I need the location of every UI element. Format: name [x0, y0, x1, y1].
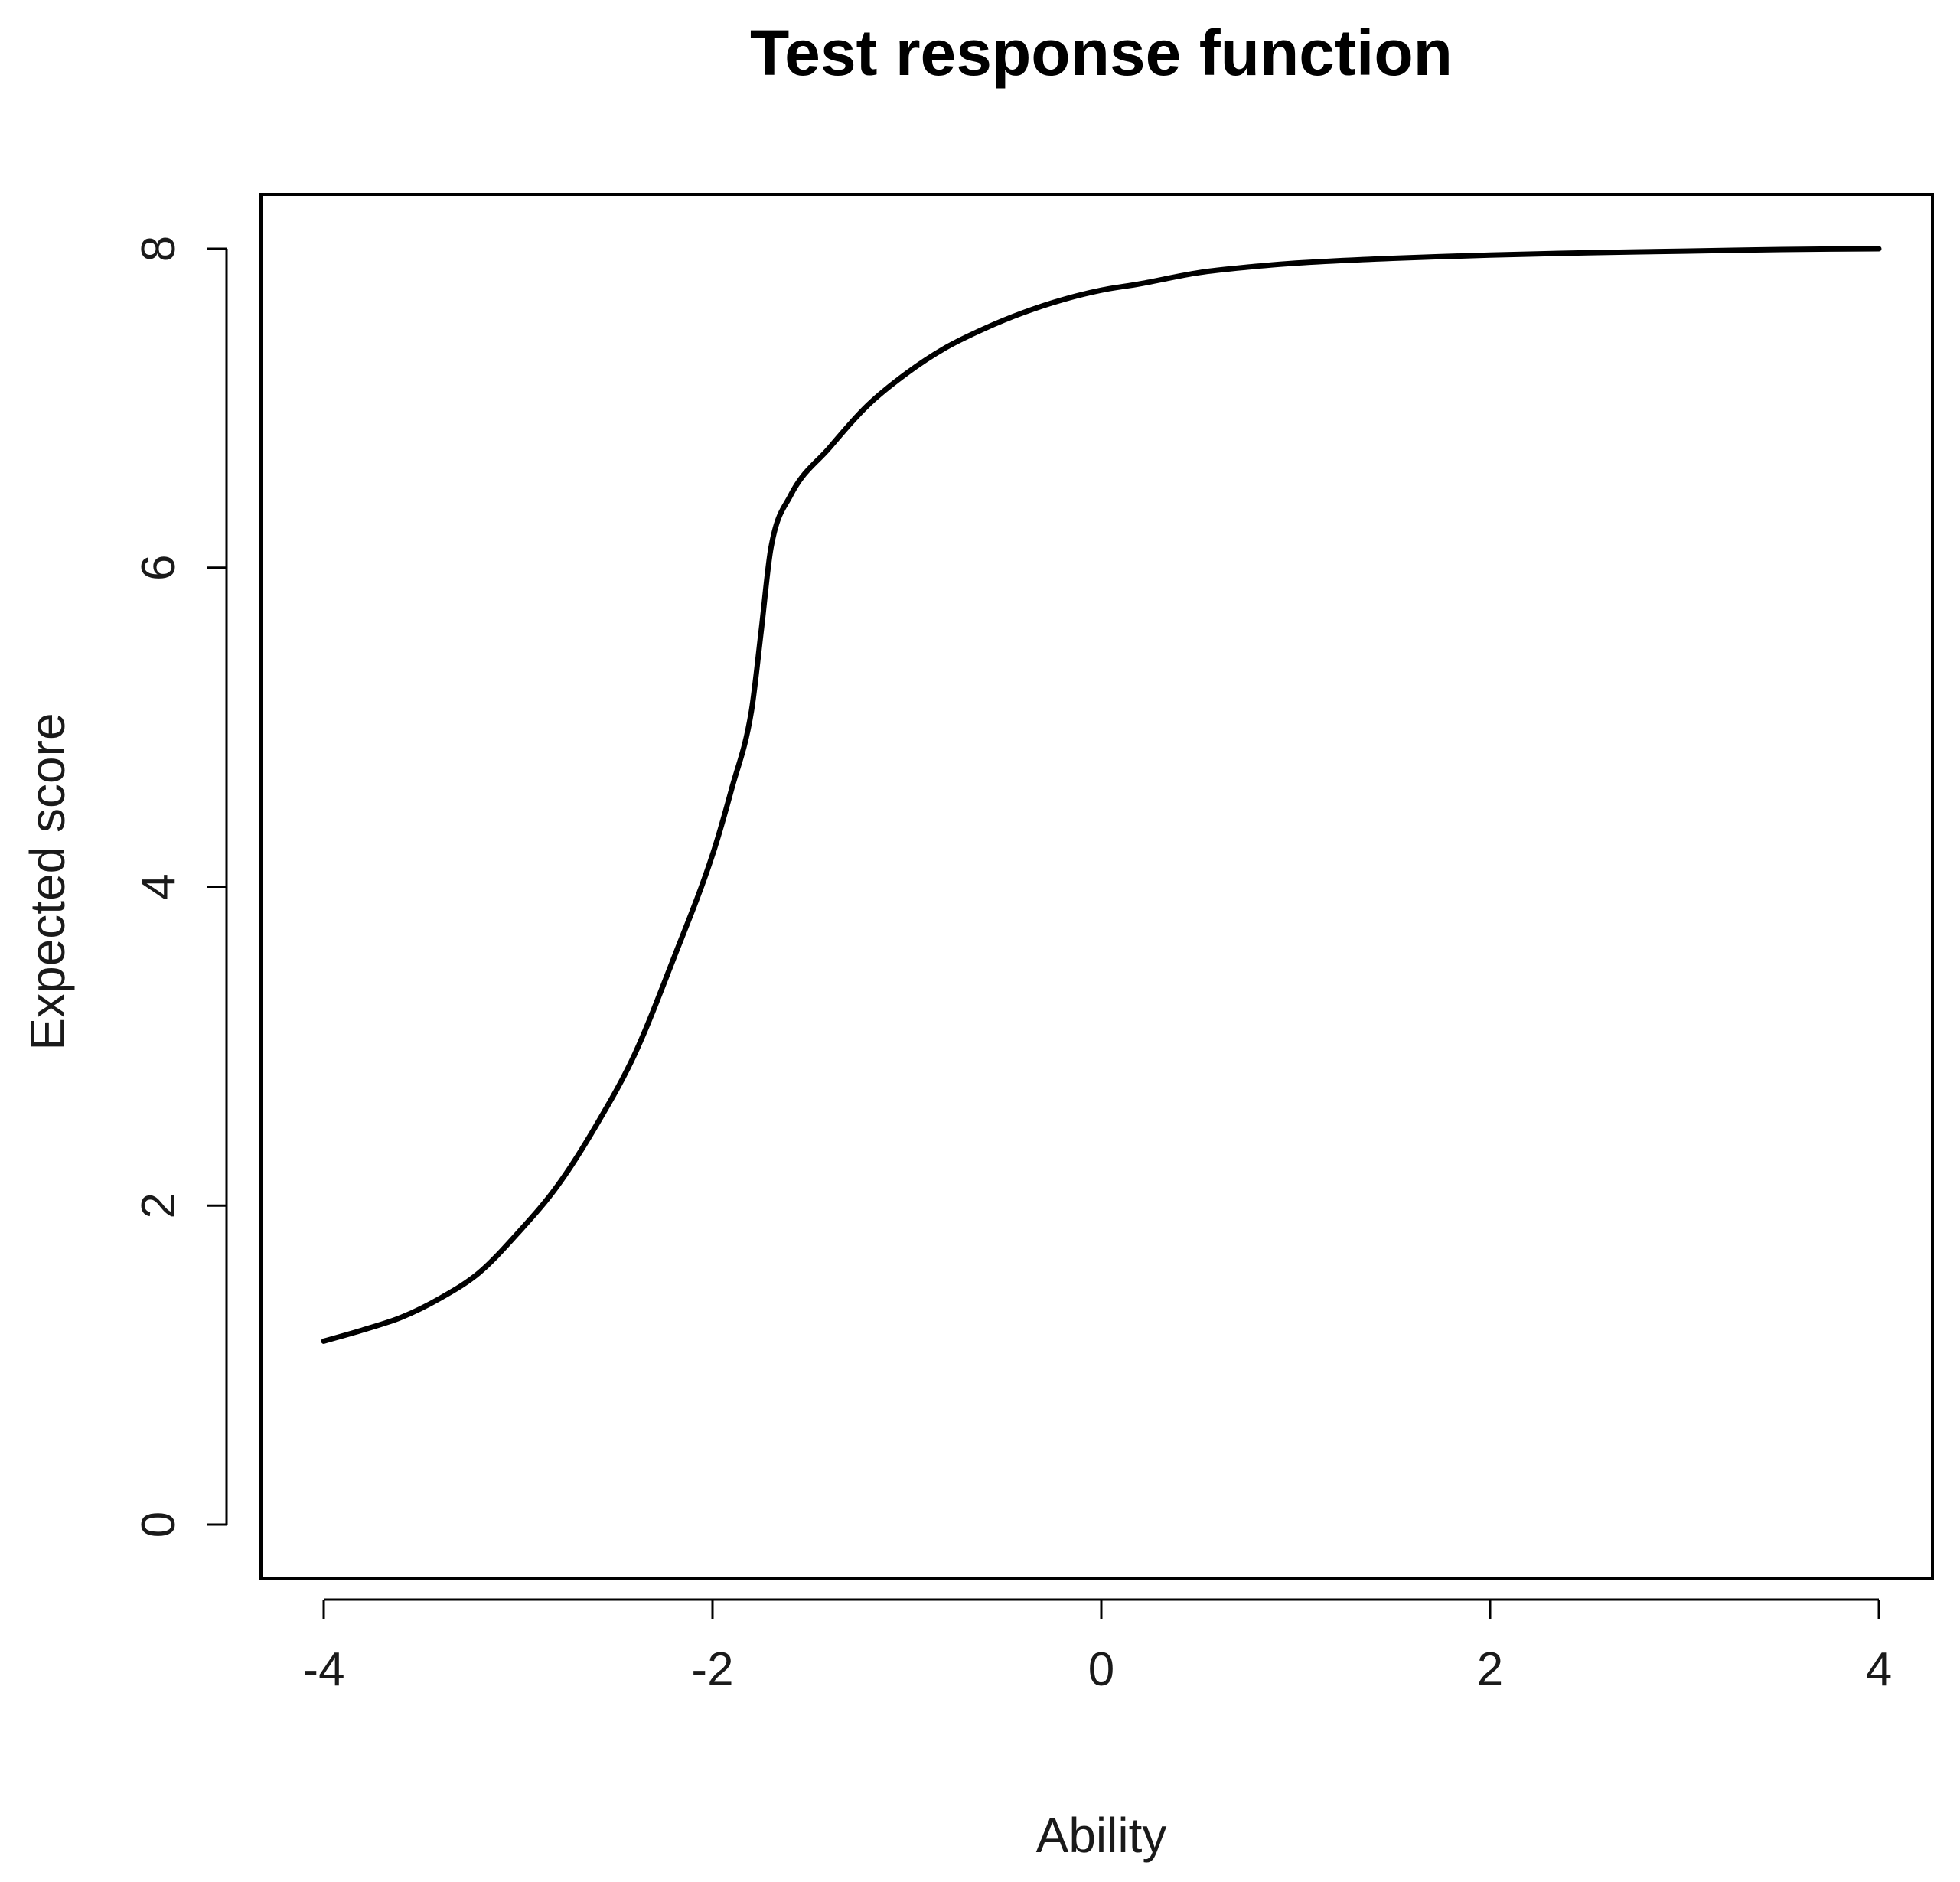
y-axis-label: Expected score — [20, 713, 75, 1050]
x-axis: -4 -2 0 2 4 — [302, 1598, 1892, 1696]
x-tick-label: 0 — [1088, 1643, 1114, 1696]
x-tick-label: -2 — [691, 1643, 733, 1696]
y-tick-label: 6 — [132, 555, 185, 581]
chart-title: Test response function — [750, 17, 1453, 89]
x-tick-label: 4 — [1866, 1643, 1892, 1696]
y-tick-label: 0 — [132, 1512, 185, 1538]
y-tick-label: 4 — [132, 873, 185, 899]
x-tick-label: 2 — [1477, 1643, 1503, 1696]
y-tick-label: 8 — [132, 236, 185, 262]
series-line-test-response — [321, 246, 1882, 1344]
x-axis-label: Ability — [1036, 1808, 1167, 1863]
x-tick-label: -4 — [302, 1643, 344, 1696]
y-tick-label: 2 — [132, 1192, 185, 1218]
y-axis: 0 2 4 6 8 — [132, 236, 228, 1538]
plot-frame — [259, 193, 1934, 1580]
